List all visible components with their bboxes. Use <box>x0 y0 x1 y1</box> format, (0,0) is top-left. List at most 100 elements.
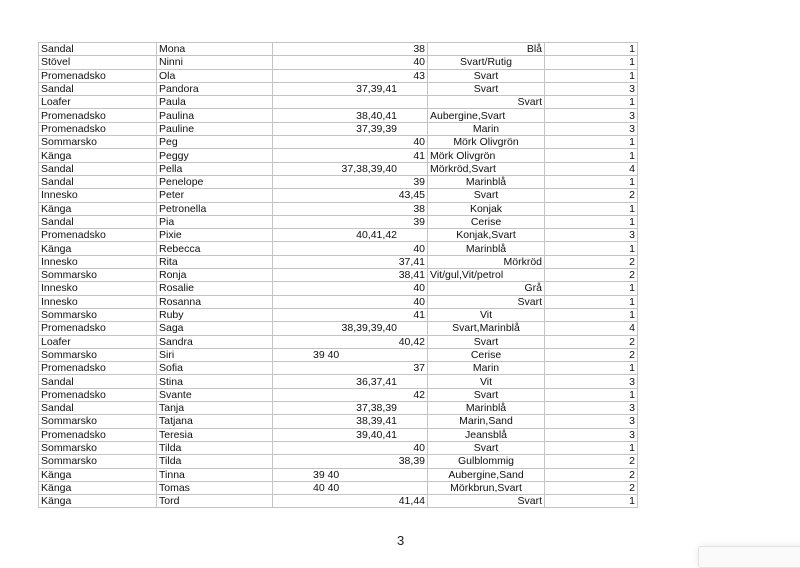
cell-color: Marin <box>427 361 545 376</box>
table-row: Loafer Paula Svart 1 <box>38 95 638 110</box>
table-row: Promenadsko Ola 43 Svart 1 <box>38 68 638 83</box>
cell-name: Pauline <box>156 121 273 137</box>
table-row: Promenadsko Teresia 39,40,41 Jeansblå 3 <box>38 427 638 442</box>
cell-sizes: 40 <box>272 281 428 296</box>
cell-color: Konjak <box>427 201 545 216</box>
cell-type: Sommarsko <box>38 454 157 469</box>
cell-name: Tomas <box>156 480 273 496</box>
cell-type: Promenadsko <box>38 427 157 442</box>
cell-sizes: 40 <box>272 241 428 256</box>
table-row: Promenadsko Pauline 37,39,39 Marin 3 <box>38 121 638 137</box>
table-row: Sommarsko Ronja 38,41 Vit/gul,Vit/petrol 2 <box>38 268 638 283</box>
cell-sizes: 39,40,41 <box>272 427 428 442</box>
table-row: Känga Tord 41,44 Svart 1 <box>38 494 638 509</box>
cell-color: Mörkbrun,Svart <box>427 480 545 496</box>
cell-count: 3 <box>544 427 638 442</box>
cell-type: Sommarsko <box>38 135 157 150</box>
cell-type: Loafer <box>38 95 157 110</box>
table-row: Sandal Pandora 37,39,41 Svart 3 <box>38 81 638 97</box>
cell-type: Sandal <box>38 374 157 389</box>
cell-color: Aubergine,Sand <box>427 467 545 482</box>
cell-color: Vit <box>427 374 545 389</box>
page-number: 3 <box>397 533 405 548</box>
cell-type: Känga <box>38 241 157 256</box>
cell-name: Penelope <box>156 174 273 190</box>
cell-count: 1 <box>544 201 638 216</box>
table-row: Loafer Sandra 40,42 Svart 2 <box>38 334 638 349</box>
cell-sizes: 36,37,41 <box>272 374 428 389</box>
cell-count: 1 <box>544 281 638 296</box>
cell-name: Pandora <box>156 81 273 97</box>
cell-sizes: 37,39,41 <box>272 81 428 97</box>
cell-sizes: 40 <box>272 294 428 309</box>
cell-color: Svart <box>427 334 545 349</box>
cell-name: Peggy <box>156 148 273 163</box>
cell-count: 2 <box>544 347 638 363</box>
cell-sizes: 37,38,39 <box>272 401 428 416</box>
cell-color: Mörk Olivgrön <box>427 148 545 163</box>
cell-color: Konjak,Svart <box>427 228 545 243</box>
cell-count: 1 <box>544 55 638 70</box>
data-table: Sandal Mona 38 Blå 1 Stövel Ninni 40 Svart/Rutig… <box>38 41 638 509</box>
cell-name: Rebecca <box>156 241 273 256</box>
cell-count: 1 <box>544 440 638 456</box>
cell-count: 1 <box>544 294 638 309</box>
table-row: Sommarsko Tilda 38,39 Gulblommig 2 <box>38 454 638 469</box>
cell-color: Svart <box>427 95 545 110</box>
cell-sizes: 40 <box>272 135 428 150</box>
cell-type: Promenadsko <box>38 68 157 83</box>
cell-name: Paulina <box>156 108 273 123</box>
cell-count: 2 <box>544 188 638 203</box>
cell-color: Marinblå <box>427 241 545 256</box>
cell-color: Blå <box>427 41 545 57</box>
cell-type: Innesko <box>38 281 157 296</box>
cell-name: Rosanna <box>156 294 273 309</box>
cell-name: Stina <box>156 374 273 389</box>
table-row: Känga Petronella 38 Konjak 1 <box>38 201 638 216</box>
cell-count: 3 <box>544 228 638 243</box>
cell-name: Tanja <box>156 401 273 416</box>
cell-name: Pella <box>156 161 273 176</box>
table-row: Sommarsko Ruby 41 Vit 1 <box>38 307 638 323</box>
cell-name: Ola <box>156 68 273 83</box>
cell-color: Aubergine,Svart <box>427 108 545 123</box>
table-row: Känga Tomas 40 40 Mörkbrun,Svart 2 <box>38 480 638 496</box>
cell-type: Känga <box>38 467 157 482</box>
cell-count: 3 <box>544 121 638 137</box>
cell-color: Marinblå <box>427 401 545 416</box>
cell-type: Sommarsko <box>38 347 157 363</box>
table-row: Sommarsko Tatjana 38,39,41 Marin,Sand 3 <box>38 414 638 429</box>
cell-type: Promenadsko <box>38 108 157 123</box>
table-row: Promenadsko Paulina 38,40,41 Aubergine,Svar… <box>38 108 638 123</box>
page-toolbar[interactable] <box>698 546 800 568</box>
cell-count: 2 <box>544 454 638 469</box>
cell-type: Innesko <box>38 294 157 309</box>
cell-type: Loafer <box>38 334 157 349</box>
cell-name: Svante <box>156 387 273 403</box>
cell-color: Gulblommig <box>427 454 545 469</box>
cell-count: 1 <box>544 135 638 150</box>
cell-color: Svart <box>427 188 545 203</box>
cell-name: Teresia <box>156 427 273 442</box>
cell-sizes: 40,41,42 <box>272 228 428 243</box>
cell-color: Jeansblå <box>427 427 545 442</box>
table-row: Sommarsko Peg 40 Mörk Olivgrön 1 <box>38 135 638 150</box>
cell-sizes: 40 40 <box>272 480 428 496</box>
cell-name: Peter <box>156 188 273 203</box>
cell-color: Svart <box>427 294 545 309</box>
cell-sizes: 38,39,41 <box>272 414 428 429</box>
table-row: Innesko Rita 37,41 Mörkröd 2 <box>38 254 638 270</box>
cell-color: Svart <box>427 440 545 456</box>
cell-count: 1 <box>544 361 638 376</box>
cell-color: Cerise <box>427 214 545 230</box>
table-row: Sandal Mona 38 Blå 1 <box>38 41 638 57</box>
cell-color: Svart <box>427 494 545 509</box>
cell-type: Promenadsko <box>38 387 157 403</box>
cell-type: Sandal <box>38 401 157 416</box>
cell-count: 3 <box>544 108 638 123</box>
cell-color: Marin <box>427 121 545 137</box>
cell-count: 1 <box>544 95 638 110</box>
cell-count: 2 <box>544 254 638 270</box>
cell-sizes: 38,39,39,40 <box>272 321 428 336</box>
cell-count: 1 <box>544 387 638 403</box>
